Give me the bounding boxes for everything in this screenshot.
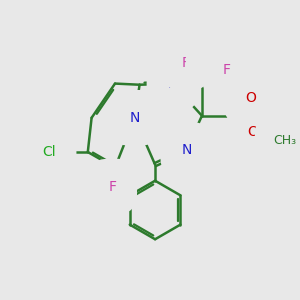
Text: N: N xyxy=(181,143,192,157)
Text: N: N xyxy=(167,76,178,91)
Text: F: F xyxy=(108,180,116,194)
Text: F: F xyxy=(182,56,190,70)
Text: Cl: Cl xyxy=(42,145,56,159)
Text: F: F xyxy=(223,63,231,77)
Text: CH₃: CH₃ xyxy=(274,134,297,147)
Text: N: N xyxy=(129,111,140,125)
Text: O: O xyxy=(248,125,259,139)
Text: O: O xyxy=(245,91,256,105)
Text: F: F xyxy=(207,50,215,64)
